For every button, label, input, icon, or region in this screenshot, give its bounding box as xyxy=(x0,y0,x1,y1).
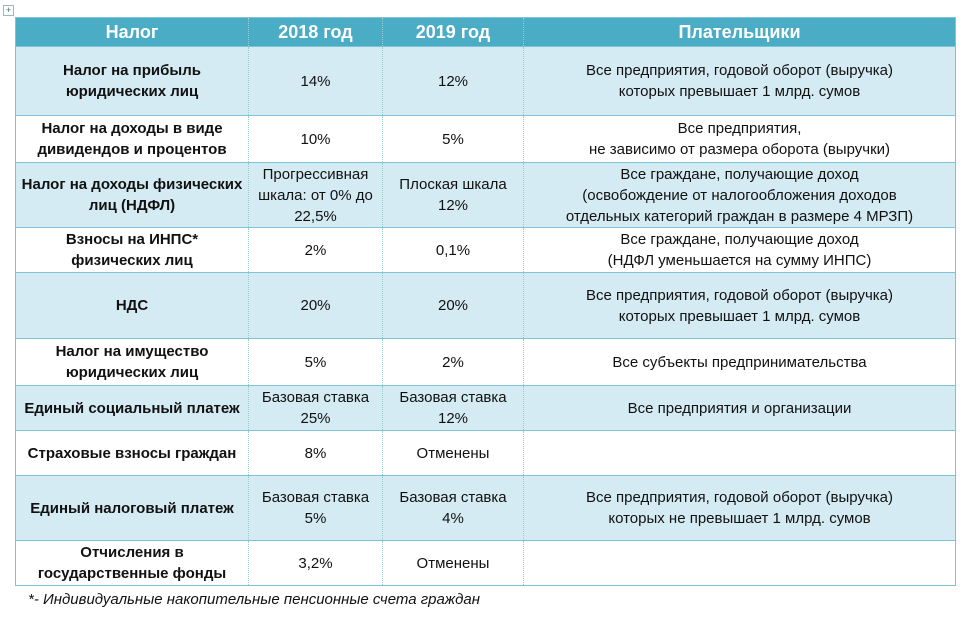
rate-2019-cell: 20% xyxy=(382,272,524,339)
payers-cell: Все граждане, получающие доход (НДФЛ умен… xyxy=(523,227,956,273)
payers-line: Все предприятия, xyxy=(677,120,802,137)
table-move-handle-icon[interactable]: + xyxy=(3,5,14,16)
rate-2018-cell: Прогрессивная шкала: от 0% до 22,5% xyxy=(248,162,383,228)
tax-name-cell: Взносы на ИНПС* физических лиц xyxy=(15,227,249,273)
table-row: Налог на доходы в виде дивидендов и проц… xyxy=(15,115,956,163)
payers-cell: Все субъекты предпринимательства xyxy=(523,338,956,386)
payers-cell: Все предприятия, годовой оборот (выручка… xyxy=(523,46,956,116)
rate-2019-cell: 0,1% xyxy=(382,227,524,273)
table-row: Налог на прибыль юридических лиц 14% 12% Вс… xyxy=(15,46,956,116)
payers-line: Все субъекты предпринимательства xyxy=(612,353,867,371)
tax-name-cell: Единый социальный платеж xyxy=(15,385,249,431)
payers-line: которых не превышает 1 млрд. сумов xyxy=(608,510,871,527)
table-row: Единый налоговый платеж Базовая ставка 5%… xyxy=(15,475,956,541)
tax-name-cell: Налог на доходы физических лиц (НДФЛ) xyxy=(15,162,249,228)
table-row: НДС 20% 20% Все предприятия, годовой оборот… xyxy=(15,272,956,339)
tax-name-cell: Единый налоговый платеж xyxy=(15,475,249,541)
table-row: Налог на доходы физических лиц (НДФЛ) Про… xyxy=(15,162,956,228)
rate-2019-cell: 5% xyxy=(382,115,524,163)
payers-cell xyxy=(523,430,956,476)
payers-line: Все предприятия, годовой оборот (выручка… xyxy=(586,489,893,506)
payers-line: Все предприятия, годовой оборот (выручка… xyxy=(586,286,893,304)
header-2019: 2019 год xyxy=(382,17,524,47)
rate-2018-cell: 5% xyxy=(248,338,383,386)
payers-cell: Все предприятия, годовой оборот (выручка… xyxy=(523,475,956,541)
payers-line: Все предприятия, годовой оборот (выручка… xyxy=(586,62,893,79)
rate-2019-cell: Плоская шкала 12% xyxy=(382,162,524,228)
tax-name-cell: Страховые взносы граждан xyxy=(15,430,249,476)
table-row: Отчисления в государственные фонды 3,2% От… xyxy=(15,540,956,586)
payers-cell: Все граждане, получающие доход (освобожде… xyxy=(523,162,956,228)
header-row: Налог 2018 год 2019 год Плательщики xyxy=(15,17,956,47)
payers-line: (НДФЛ уменьшается на сумму ИНПС) xyxy=(607,252,872,269)
table-row: Взносы на ИНПС* физических лиц 2% 0,1% Все … xyxy=(15,227,956,273)
rate-2018-cell: 8% xyxy=(248,430,383,476)
rate-2019-cell: Отменены xyxy=(382,540,524,586)
header-payers: Плательщики xyxy=(523,17,956,47)
tax-name-cell: Налог на доходы в виде дивидендов и проц… xyxy=(15,115,249,163)
tax-table: Налог 2018 год 2019 год Плательщики Нало… xyxy=(15,17,956,586)
payers-cell: Все предприятия, не зависимо от размера о… xyxy=(523,115,956,163)
header-2018: 2018 год xyxy=(248,17,383,47)
payers-line: (освобождение от налогообложения доходов xyxy=(582,186,897,204)
tax-name-cell: НДС xyxy=(15,272,249,339)
rate-2018-cell: 14% xyxy=(248,46,383,116)
tax-name-cell: Отчисления в государственные фонды xyxy=(15,540,249,586)
payers-line: Все граждане, получающие доход xyxy=(620,165,859,183)
rate-2018-cell: Базовая ставка 5% xyxy=(248,475,383,541)
footnote: *- Индивидуальные накопительные пенсионн… xyxy=(28,591,480,608)
payers-line: Все предприятия и организации xyxy=(627,399,852,417)
payers-cell: Все предприятия и организации xyxy=(523,385,956,431)
rate-2019-cell: Базовая ставка 4% xyxy=(382,475,524,541)
header-tax: Налог xyxy=(15,17,249,47)
rate-2019-cell: 12% xyxy=(382,46,524,116)
payers-line: отдельных категорий граждан в размере 4 … xyxy=(565,207,914,225)
payers-line: которых превышает 1 млрд. сумов xyxy=(618,83,861,100)
rate-2018-cell: Базовая ставка 25% xyxy=(248,385,383,431)
table-row: Налог на имущество юридических лиц 5% 2% Вс… xyxy=(15,338,956,386)
rate-2019-cell: Отменены xyxy=(382,430,524,476)
rate-2018-cell: 3,2% xyxy=(248,540,383,586)
payers-line: Все граждане, получающие доход xyxy=(620,231,859,248)
tax-name-cell: Налог на имущество юридических лиц xyxy=(15,338,249,386)
payers-line: которых превышает 1 млрд. сумов xyxy=(618,307,861,325)
table-row: Единый социальный платеж Базовая ставка 2… xyxy=(15,385,956,431)
payers-cell xyxy=(523,540,956,586)
rate-2019-cell: 2% xyxy=(382,338,524,386)
rate-2018-cell: 10% xyxy=(248,115,383,163)
payers-cell: Все предприятия, годовой оборот (выручка… xyxy=(523,272,956,339)
tax-name-cell: Налог на прибыль юридических лиц xyxy=(15,46,249,116)
rate-2018-cell: 20% xyxy=(248,272,383,339)
rate-2018-cell: 2% xyxy=(248,227,383,273)
rate-2019-cell: Базовая ставка 12% xyxy=(382,385,524,431)
table-row: Страховые взносы граждан 8% Отменены xyxy=(15,430,956,476)
payers-line: не зависимо от размера оборота (выручки) xyxy=(588,141,891,158)
